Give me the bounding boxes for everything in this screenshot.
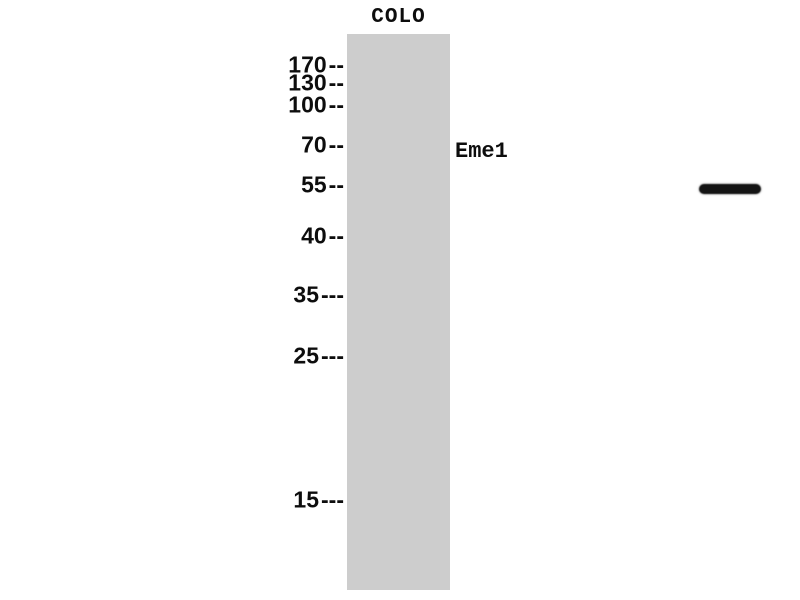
mw-tick-dashes: -- bbox=[328, 51, 344, 78]
band-label: Eme1 bbox=[455, 139, 508, 164]
mw-tick-dashes: -- bbox=[328, 131, 344, 158]
mw-value: 35 bbox=[293, 281, 320, 308]
mw-tick-dashes: -- bbox=[328, 69, 344, 96]
mw-value: 25 bbox=[293, 342, 320, 369]
mw-marker-35: 35--- bbox=[293, 281, 344, 308]
mw-marker-170: 170-- bbox=[288, 51, 344, 78]
mw-marker-15: 15--- bbox=[293, 486, 344, 513]
protein-band bbox=[699, 184, 761, 194]
mw-marker-70: 70-- bbox=[301, 131, 344, 158]
mw-value: 100 bbox=[288, 91, 327, 118]
blot-lane bbox=[347, 34, 761, 590]
mw-value: 130 bbox=[288, 69, 327, 96]
mw-tick-dashes: -- bbox=[328, 222, 344, 249]
mw-marker-25: 25--- bbox=[293, 342, 344, 369]
mw-tick-dashes: --- bbox=[321, 486, 344, 513]
mw-tick-dashes: --- bbox=[321, 342, 344, 369]
mw-value: 40 bbox=[301, 222, 327, 249]
mw-tick-dashes: -- bbox=[328, 171, 344, 198]
mw-value: 170 bbox=[288, 51, 327, 78]
mw-tick-dashes: --- bbox=[321, 281, 344, 308]
mw-marker-130: 130-- bbox=[288, 69, 344, 96]
mw-value: 15 bbox=[293, 486, 320, 513]
mw-marker-55: 55-- bbox=[301, 171, 344, 198]
mw-value: 70 bbox=[301, 131, 327, 158]
mw-marker-100: 100-- bbox=[288, 91, 344, 118]
mw-value: 55 bbox=[301, 171, 327, 198]
mw-tick-dashes: -- bbox=[328, 91, 344, 118]
lane-label: COLO bbox=[371, 6, 426, 29]
mw-marker-40: 40-- bbox=[301, 222, 344, 249]
